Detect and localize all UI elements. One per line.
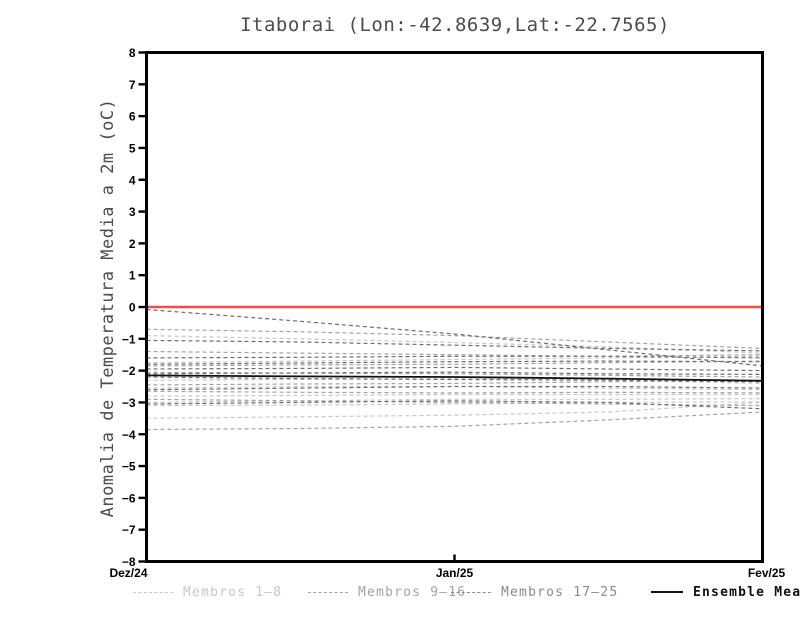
member-line-5 <box>146 393 763 397</box>
member-line-17 <box>146 308 763 367</box>
member-line-1 <box>146 335 763 354</box>
legend-item-1: Membros 1–8 <box>133 584 283 600</box>
legend-label: Ensemble Mean <box>693 584 800 600</box>
legend-label: Membros 9–16 <box>358 584 467 600</box>
y-tick-label: −4 <box>122 428 136 442</box>
member-line-22 <box>146 371 763 375</box>
x-tick-label: Fev/25 <box>748 566 786 580</box>
y-tick-label: 7 <box>129 78 136 92</box>
solid-line-icon <box>651 591 683 593</box>
member-line-20 <box>146 360 763 365</box>
member-line-19 <box>146 355 763 359</box>
legend-label: Membros 1–8 <box>183 584 283 600</box>
x-tick-label: Jan/25 <box>436 566 474 580</box>
y-tick-label: −7 <box>122 523 136 537</box>
member-line-23 <box>146 376 763 383</box>
y-tick-label: 6 <box>129 110 136 124</box>
legend-item-3: Membros 17–25 <box>451 584 619 600</box>
member-line-10 <box>146 350 763 357</box>
y-tick-label: 2 <box>129 237 136 251</box>
member-line-13 <box>146 379 763 386</box>
y-tick-label: 1 <box>129 269 136 283</box>
member-line-11 <box>146 360 763 367</box>
member-line-18 <box>146 339 763 352</box>
y-tick-label: −8 <box>122 555 136 569</box>
dashed-line-icon <box>133 591 173 593</box>
member-line-9 <box>146 328 763 349</box>
y-tick-label: 3 <box>129 205 136 219</box>
member-line-6 <box>146 398 763 403</box>
dashed-line-icon <box>451 591 491 593</box>
dashed-line-icon <box>308 591 348 593</box>
legend-item-2: Membros 9–16 <box>308 584 467 600</box>
y-tick-label: 0 <box>129 301 136 315</box>
member-line-25 <box>146 400 763 410</box>
chart-title: Itaborai (Lon:-42.8639,Lat:-22.7565) <box>240 14 670 36</box>
y-tick-label: −5 <box>122 460 136 474</box>
legend-item-4: Ensemble Mean <box>651 584 800 600</box>
y-tick-label: −6 <box>122 491 136 505</box>
member-line-7 <box>146 401 763 407</box>
y-tick-label: 8 <box>129 46 136 60</box>
y-tick-label: 4 <box>129 173 136 187</box>
member-line-24 <box>146 385 763 391</box>
y-tick-label: −2 <box>122 364 136 378</box>
member-line-21 <box>146 366 763 372</box>
member-line-14 <box>146 390 763 394</box>
member-line-8 <box>146 401 763 419</box>
member-line-16 <box>146 411 763 431</box>
y-tick-label: −1 <box>122 332 136 346</box>
y-tick-label: 5 <box>129 141 136 155</box>
legend-label: Membros 17–25 <box>501 584 619 600</box>
y-tick-label: −3 <box>122 396 136 410</box>
member-line-12 <box>146 371 763 378</box>
ensemble-mean-line <box>146 374 763 382</box>
legend: Membros 1–8 Membros 9–16 Membros 17–25 Ense… <box>0 585 800 601</box>
x-tick-label: Dez/24 <box>109 566 147 580</box>
